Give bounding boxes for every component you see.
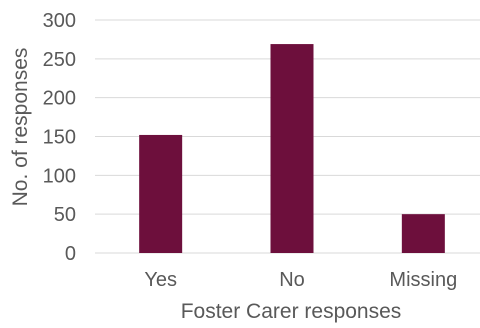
x-axis-ticks: Yes No Missing [144, 269, 457, 291]
y-tick-label: 50 [54, 204, 76, 226]
y-axis-label: No. of responses [9, 48, 32, 207]
x-tick-label: Yes [144, 269, 177, 291]
bar-no [270, 44, 314, 254]
y-tick-label: 0 [65, 243, 76, 265]
bar-missing [401, 214, 445, 253]
y-tick-label: 200 [43, 88, 76, 110]
y-tick-label: 300 [43, 10, 76, 32]
x-axis-label: Foster Carer responses [181, 300, 402, 323]
x-tick-label: Missing [389, 269, 457, 291]
y-tick-label: 250 [43, 49, 76, 71]
y-axis-ticks: 0 50 100 150 200 250 300 [43, 10, 76, 265]
y-tick-label: 150 [43, 127, 76, 149]
y-tick-label: 100 [43, 165, 76, 187]
x-tick-label: No [279, 269, 305, 291]
bar-yes [139, 134, 183, 253]
bars [139, 44, 445, 254]
